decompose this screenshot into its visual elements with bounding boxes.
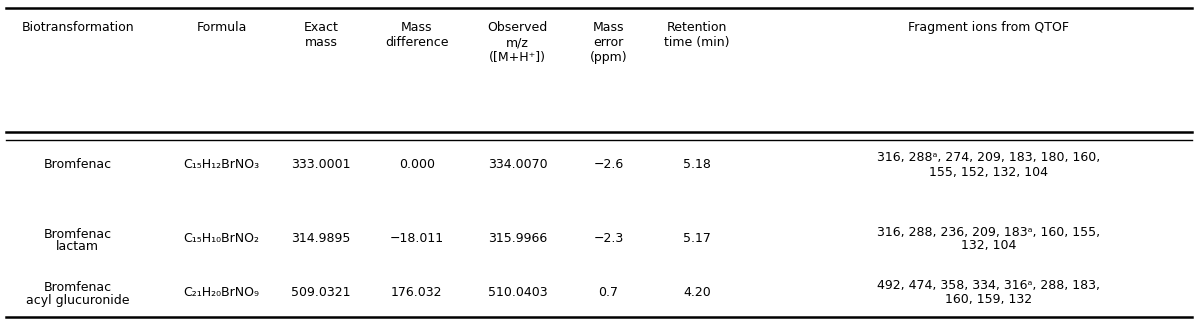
Text: Bromfenac: Bromfenac bbox=[44, 281, 111, 294]
Text: 334.0070: 334.0070 bbox=[488, 158, 547, 171]
Text: −2.3: −2.3 bbox=[593, 232, 624, 245]
Text: 510.0403: 510.0403 bbox=[488, 286, 547, 299]
Text: 0.000: 0.000 bbox=[399, 158, 435, 171]
Text: C₁₅H₁₀BrNO₂: C₁₅H₁₀BrNO₂ bbox=[183, 232, 260, 245]
Text: Observed
m/z
([M+H⁺]): Observed m/z ([M+H⁺]) bbox=[488, 21, 547, 64]
Text: 492, 474, 358, 334, 316ᵃ, 288, 183,: 492, 474, 358, 334, 316ᵃ, 288, 183, bbox=[877, 280, 1100, 292]
Text: Biotransformation: Biotransformation bbox=[22, 21, 134, 34]
Text: 132, 104: 132, 104 bbox=[961, 239, 1016, 252]
Text: C₂₁H₂₀BrNO₉: C₂₁H₂₀BrNO₉ bbox=[183, 286, 260, 299]
Text: lactam: lactam bbox=[56, 240, 99, 254]
Text: Formula: Formula bbox=[196, 21, 247, 34]
Text: 509.0321: 509.0321 bbox=[291, 286, 351, 299]
Text: Mass
difference: Mass difference bbox=[385, 21, 449, 49]
Text: Fragment ions from QTOF: Fragment ions from QTOF bbox=[908, 21, 1069, 34]
Text: C₁₅H₁₂BrNO₃: C₁₅H₁₂BrNO₃ bbox=[183, 158, 260, 171]
Text: −18.011: −18.011 bbox=[389, 232, 444, 245]
Text: 155, 152, 132, 104: 155, 152, 132, 104 bbox=[928, 166, 1048, 179]
Text: acyl glucuronide: acyl glucuronide bbox=[26, 294, 129, 307]
Text: 315.9966: 315.9966 bbox=[488, 232, 547, 245]
Text: 4.20: 4.20 bbox=[683, 286, 712, 299]
Text: Bromfenac: Bromfenac bbox=[44, 227, 111, 240]
Text: 333.0001: 333.0001 bbox=[291, 158, 351, 171]
Text: 314.9895: 314.9895 bbox=[291, 232, 351, 245]
Text: 5.18: 5.18 bbox=[683, 158, 712, 171]
Text: 176.032: 176.032 bbox=[392, 286, 442, 299]
Text: Exact
mass: Exact mass bbox=[303, 21, 339, 49]
Text: 5.17: 5.17 bbox=[683, 232, 712, 245]
Text: 316, 288, 236, 209, 183ᵃ, 160, 155,: 316, 288, 236, 209, 183ᵃ, 160, 155, bbox=[877, 226, 1100, 239]
Text: Mass
error
(ppm): Mass error (ppm) bbox=[589, 21, 628, 64]
Text: 0.7: 0.7 bbox=[599, 286, 618, 299]
Text: Retention
time (min): Retention time (min) bbox=[665, 21, 730, 49]
Text: 160, 159, 132: 160, 159, 132 bbox=[945, 293, 1031, 306]
Text: −2.6: −2.6 bbox=[593, 158, 624, 171]
Text: Bromfenac: Bromfenac bbox=[44, 158, 111, 171]
Text: 316, 288ᵃ, 274, 209, 183, 180, 160,: 316, 288ᵃ, 274, 209, 183, 180, 160, bbox=[877, 151, 1100, 164]
